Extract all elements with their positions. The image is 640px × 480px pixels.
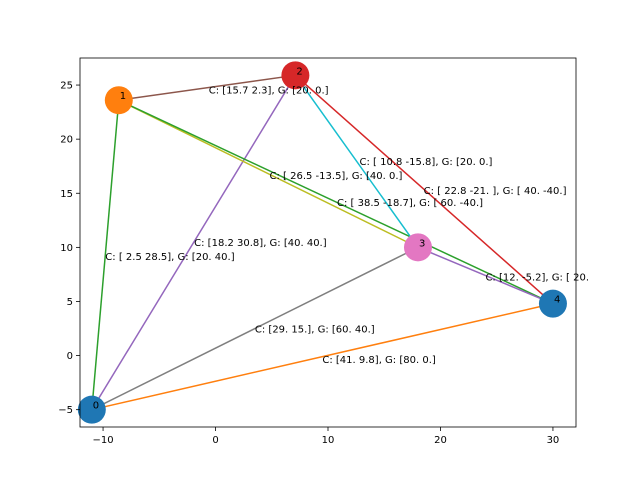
y-tick-label: −5 <box>58 405 73 416</box>
node-label-1: 1 <box>120 91 126 102</box>
edge-line-0-4 <box>91 302 554 411</box>
edge-label-2-4: C: [ 22.8 -21. ], G: [ 40. -40.] <box>424 186 567 197</box>
node-marker-4 <box>538 289 567 318</box>
y-tick-label: 20 <box>60 135 73 146</box>
y-tick-label: 5 <box>67 297 73 308</box>
edge-line-1-2 <box>118 74 296 101</box>
x-tick-label: 20 <box>434 435 447 446</box>
edge-label-1-3: C: [ 26.5 -13.5], G: [40. 0.] <box>270 171 403 182</box>
edge-label-0-4: C: [41. 9.8], G: [80. 0.] <box>322 355 435 366</box>
node-label-4: 4 <box>554 295 560 306</box>
edge-label-0-1: C: [ 2.5 28.5], G: [20. 40.] <box>105 252 234 263</box>
edge-label-1-4: C: [ 38.5 -18.7], G: [ 60. -40.] <box>337 198 483 209</box>
edges-layer <box>91 74 554 411</box>
edge-line-0-1 <box>91 100 120 410</box>
edge-label-0-2: C: [18.2 30.8], G: [40. 40.] <box>194 238 327 249</box>
edge-line-0-3 <box>91 246 419 411</box>
edge-line-1-3 <box>118 99 419 249</box>
x-tick-label: −10 <box>93 435 114 446</box>
edge-label-1-2: C: [15.7 2.3], G: [20. 0.] <box>209 85 329 96</box>
y-tick-label: 10 <box>60 243 73 254</box>
edge-labels-layer: C: [ 2.5 28.5], G: [20. 40.] C: [18.2 30.… <box>105 85 589 365</box>
y-tick-label: 0 <box>67 351 73 362</box>
node-marker-2 <box>281 61 310 90</box>
node-marker-3 <box>403 233 432 262</box>
edge-line-0-2 <box>91 74 297 411</box>
edge-label-2-3: C: [ 10.8 -15.8], G: [20. 0.] <box>359 157 492 168</box>
edge-line-1-4 <box>118 99 554 305</box>
node-marker-1 <box>104 86 133 115</box>
nodes-layer: 0 1 2 3 4 <box>77 61 567 424</box>
x-tick-label: 30 <box>547 435 560 446</box>
axes-frame <box>79 57 577 428</box>
edge-line-2-3 <box>294 74 419 248</box>
node-label-0: 0 <box>93 401 99 412</box>
y-tick-label: 15 <box>60 189 73 200</box>
x-tick-label: 0 <box>212 435 218 446</box>
x-tick-label: 10 <box>322 435 335 446</box>
node-label-2: 2 <box>296 66 302 77</box>
edge-line-3-4 <box>417 246 554 305</box>
node-label-3: 3 <box>419 238 425 249</box>
edge-label-3-4: C: [12. -5.2], G: [ 20. <box>485 273 589 284</box>
edge-label-0-3: C: [29. 15.], G: [60. 40.] <box>255 325 375 336</box>
edge-line-2-4 <box>294 74 554 305</box>
node-marker-0 <box>77 395 106 424</box>
y-tick-label: 25 <box>60 81 73 92</box>
